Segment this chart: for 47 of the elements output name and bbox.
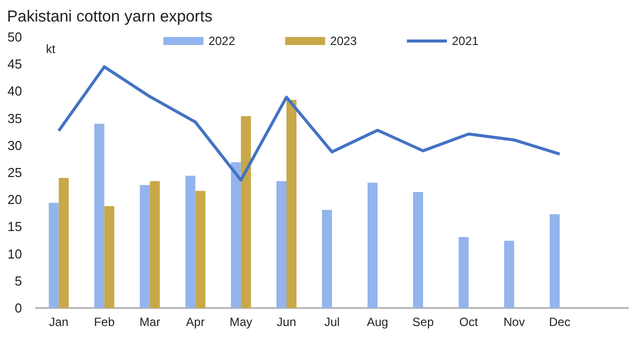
bar xyxy=(195,190,206,308)
x-tick-label: Aug xyxy=(366,315,388,329)
legend-label: 2022 xyxy=(208,34,236,48)
x-tick-label: Mar xyxy=(140,315,160,329)
bar xyxy=(185,176,196,308)
y-tick-label: 45 xyxy=(8,56,22,72)
y-axis-title: kt xyxy=(46,42,56,56)
bar xyxy=(322,210,332,308)
bar xyxy=(286,100,296,308)
legend-label: 2021 xyxy=(452,34,479,48)
bar xyxy=(58,178,69,308)
bar xyxy=(48,202,59,308)
x-tick-label: Jan xyxy=(49,315,68,329)
y-tick-label: 50 xyxy=(8,30,22,44)
bar xyxy=(230,162,241,308)
x-tick-label: Dec xyxy=(549,315,570,329)
y-tick-label: 0 xyxy=(14,300,22,316)
x-tick-label: Feb xyxy=(94,315,115,329)
bar xyxy=(104,206,114,308)
x-tick-label: Jul xyxy=(324,315,340,329)
y-tick-label: 30 xyxy=(8,138,22,153)
bar xyxy=(368,182,378,308)
x-tick-label: Apr xyxy=(186,315,205,329)
y-tick-label: 35 xyxy=(8,110,22,126)
x-tick-label: Nov xyxy=(503,315,525,329)
bar xyxy=(150,181,160,308)
y-tick-label: 10 xyxy=(8,246,22,262)
x-tick-label: May xyxy=(230,315,252,329)
bar xyxy=(504,240,514,308)
bar xyxy=(458,237,469,308)
bar xyxy=(413,192,424,308)
y-tick-label: 20 xyxy=(8,192,22,208)
legend-label: 2023 xyxy=(330,34,358,48)
chart-title: Pakistani cotton yarn exports xyxy=(7,8,212,26)
x-tick-label: Jun xyxy=(276,315,296,329)
bar xyxy=(276,181,286,308)
y-tick-label: 40 xyxy=(8,84,22,99)
x-tick-label: Sep xyxy=(412,315,434,329)
bar xyxy=(94,124,104,308)
bar xyxy=(140,184,150,308)
line-series xyxy=(57,65,562,182)
y-tick-label: 25 xyxy=(8,165,22,180)
y-tick-label: 15 xyxy=(8,219,22,234)
bar xyxy=(240,116,251,308)
y-tick-label: 5 xyxy=(14,273,22,288)
x-tick-label: Oct xyxy=(459,315,479,329)
bar xyxy=(550,214,560,308)
